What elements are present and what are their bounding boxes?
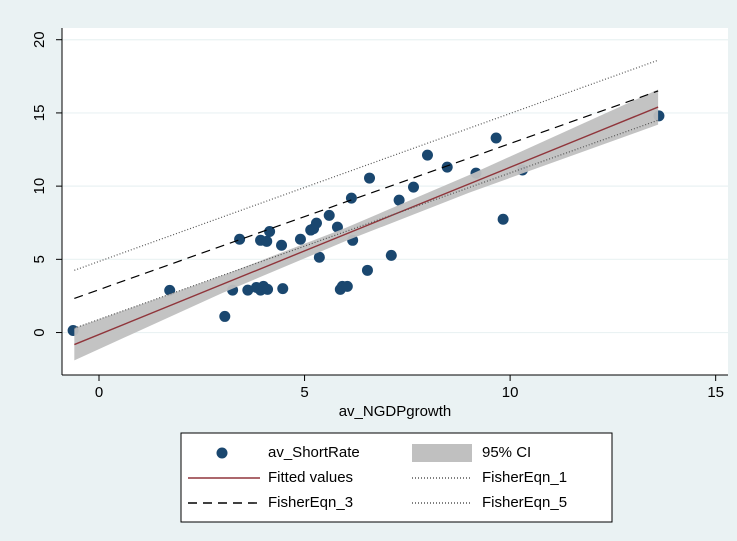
legend-label: Fitted values xyxy=(268,469,353,486)
legend-label: FisherEqn_5 xyxy=(482,494,567,511)
point xyxy=(323,209,335,221)
point xyxy=(264,226,276,238)
x-tick-label: 10 xyxy=(502,384,519,401)
line xyxy=(74,90,659,299)
point xyxy=(490,132,502,144)
point xyxy=(164,284,176,296)
point xyxy=(361,264,373,276)
y-tick-label: 5 xyxy=(31,255,48,263)
legend-key xyxy=(216,447,228,459)
x-axis-title: av_NGDPgrowth xyxy=(339,403,452,420)
point xyxy=(313,251,325,263)
point xyxy=(219,310,231,322)
legend-label: FisherEqn_1 xyxy=(482,469,567,486)
point xyxy=(393,194,405,206)
legend-label: 95% CI xyxy=(482,444,531,461)
legend-key xyxy=(412,444,472,462)
x-tick-label: 0 xyxy=(95,384,103,401)
line xyxy=(74,106,659,346)
point xyxy=(262,283,274,295)
y-tick-label: 15 xyxy=(31,105,48,122)
point xyxy=(421,149,433,161)
y-tick-label: 20 xyxy=(31,31,48,48)
line xyxy=(74,119,659,329)
point xyxy=(261,235,273,247)
legend-label: av_ShortRate xyxy=(268,444,360,461)
point xyxy=(345,192,357,204)
point xyxy=(341,280,353,292)
x-tick-label: 15 xyxy=(707,384,724,401)
legend-label: FisherEqn_3 xyxy=(268,494,353,511)
point xyxy=(310,217,322,229)
y-tick-label: 10 xyxy=(31,178,48,195)
point xyxy=(276,239,288,251)
confidence-band xyxy=(74,89,659,361)
point xyxy=(234,233,246,245)
point xyxy=(331,221,343,233)
point xyxy=(408,181,419,193)
point xyxy=(497,213,509,225)
point xyxy=(277,283,289,295)
point xyxy=(294,233,306,245)
point xyxy=(242,284,254,296)
point xyxy=(385,249,397,261)
x-tick-label: 5 xyxy=(300,384,308,401)
y-tick-label: 0 xyxy=(31,328,48,336)
point xyxy=(364,172,376,184)
